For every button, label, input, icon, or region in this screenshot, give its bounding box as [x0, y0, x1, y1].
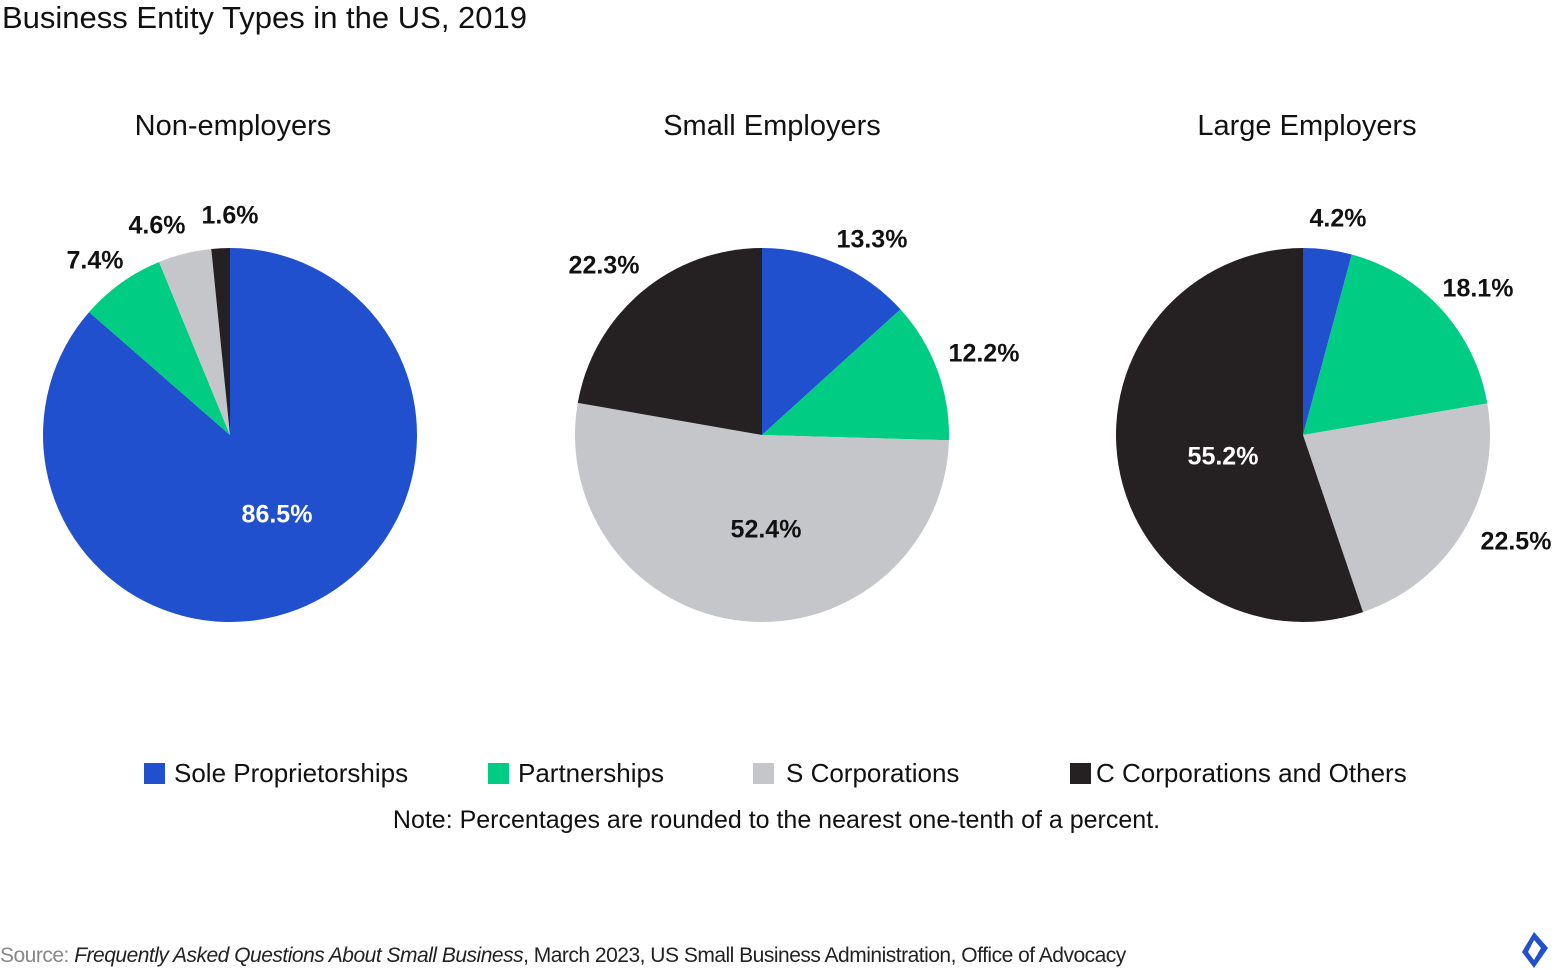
legend-swatch: [1070, 763, 1091, 784]
toptal-logo-icon: [1522, 932, 1548, 968]
data-label: 55.2%: [1187, 442, 1259, 471]
data-label: 1.6%: [201, 201, 259, 230]
pie-slice-partnerships: [1303, 254, 1488, 435]
pie-slice-sole-proprietorships: [762, 248, 901, 435]
source-title: Frequently Asked Questions About Small B…: [74, 944, 524, 967]
data-label: 12.2%: [948, 339, 1020, 368]
pie-slice-sole-proprietorships: [1303, 248, 1352, 435]
legend-label: Sole Proprietorships: [174, 758, 409, 788]
source-rest: , March 2023, US Small Business Administ…: [523, 944, 1126, 967]
legend-item-c-corporations: C Corporations and Others: [1070, 758, 1407, 789]
pie-title-non-employers: Non-employers: [134, 110, 332, 142]
legend-label: Partnerships: [518, 758, 664, 788]
note: Note: Percentages are rounded to the nea…: [392, 806, 1161, 834]
data-label: 52.4%: [730, 515, 802, 544]
pie-slice-c-corporations-and-others: [211, 248, 230, 435]
pie-slice-c-corporations-and-others: [577, 247, 762, 435]
pie-slice-partnerships: [762, 309, 949, 441]
legend-item-s-corporations: S Corporations: [753, 758, 959, 789]
legend-swatch: [488, 763, 509, 784]
legend-label: S Corporations: [786, 758, 960, 788]
data-label: 7.4%: [66, 246, 124, 275]
pie-title-small-employers: Small Employers: [663, 110, 881, 142]
legend-swatch: [144, 763, 165, 784]
pie-slice-s-corporations: [159, 248, 230, 435]
chart-title: Business Entity Types in the US, 2019: [2, 0, 528, 35]
pie-title-large-employers: Large Employers: [1197, 110, 1417, 142]
data-label: 86.5%: [241, 500, 313, 529]
pie-slice-c-corporations-and-others: [1116, 248, 1364, 622]
legend-item-sole-proprietorships: Sole Proprietorships: [144, 758, 408, 789]
data-label: 22.5%: [1480, 527, 1552, 556]
pie-slice-s-corporations: [1303, 403, 1490, 613]
pie-slice-partnerships: [89, 261, 230, 435]
legend-swatch: [753, 763, 774, 784]
legend-item-partnerships: Partnerships: [488, 758, 664, 789]
legend-label: C Corporations and Others: [1096, 758, 1407, 788]
data-label: 18.1%: [1442, 274, 1514, 303]
source: Source: Frequently Asked Questions About…: [0, 944, 1126, 968]
data-label: 4.6%: [128, 211, 186, 240]
data-label: 13.3%: [836, 225, 908, 254]
data-label: 4.2%: [1309, 204, 1367, 233]
source-prefix: Source:: [0, 944, 75, 967]
pie-slice-s-corporations: [574, 402, 949, 623]
data-label: 22.3%: [568, 251, 640, 280]
